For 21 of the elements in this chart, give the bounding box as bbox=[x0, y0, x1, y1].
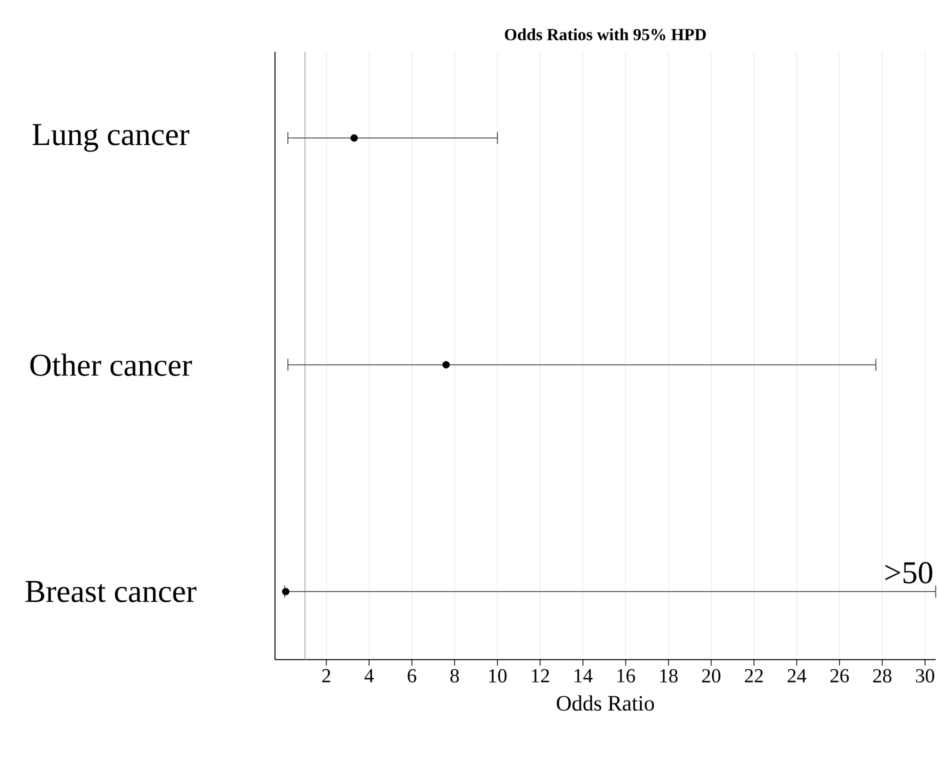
x-tick-label: 20 bbox=[702, 669, 720, 682]
x-tick-label: 10 bbox=[489, 669, 507, 682]
x-tick-label: 18 bbox=[660, 669, 678, 682]
x-tick-label: 8 bbox=[450, 669, 459, 682]
chart-title: Odds Ratios with 95% HPD bbox=[504, 28, 706, 40]
x-tick-label: 14 bbox=[574, 669, 593, 682]
x-tick-label: 12 bbox=[532, 669, 549, 682]
x-tick-label: 26 bbox=[830, 669, 849, 682]
x-tick-label: 24 bbox=[788, 669, 806, 682]
y-tick-label: Other cancer bbox=[30, 354, 192, 376]
x-tick-label: 16 bbox=[617, 669, 636, 682]
x-tick-label: 28 bbox=[873, 669, 892, 682]
x-tick-label: 2 bbox=[322, 669, 330, 682]
y-tick-label: Lung cancer bbox=[32, 124, 190, 152]
x-tick-label: 6 bbox=[408, 669, 416, 682]
x-axis-title: Odds Ratio bbox=[556, 695, 654, 711]
x-tick-label: 30 bbox=[916, 669, 934, 682]
annotation: >50 bbox=[885, 562, 932, 584]
x-tick-label: 22 bbox=[744, 669, 763, 682]
y-tick-label: Breast cancer bbox=[26, 580, 196, 602]
x-tick-label: 4 bbox=[364, 669, 374, 682]
